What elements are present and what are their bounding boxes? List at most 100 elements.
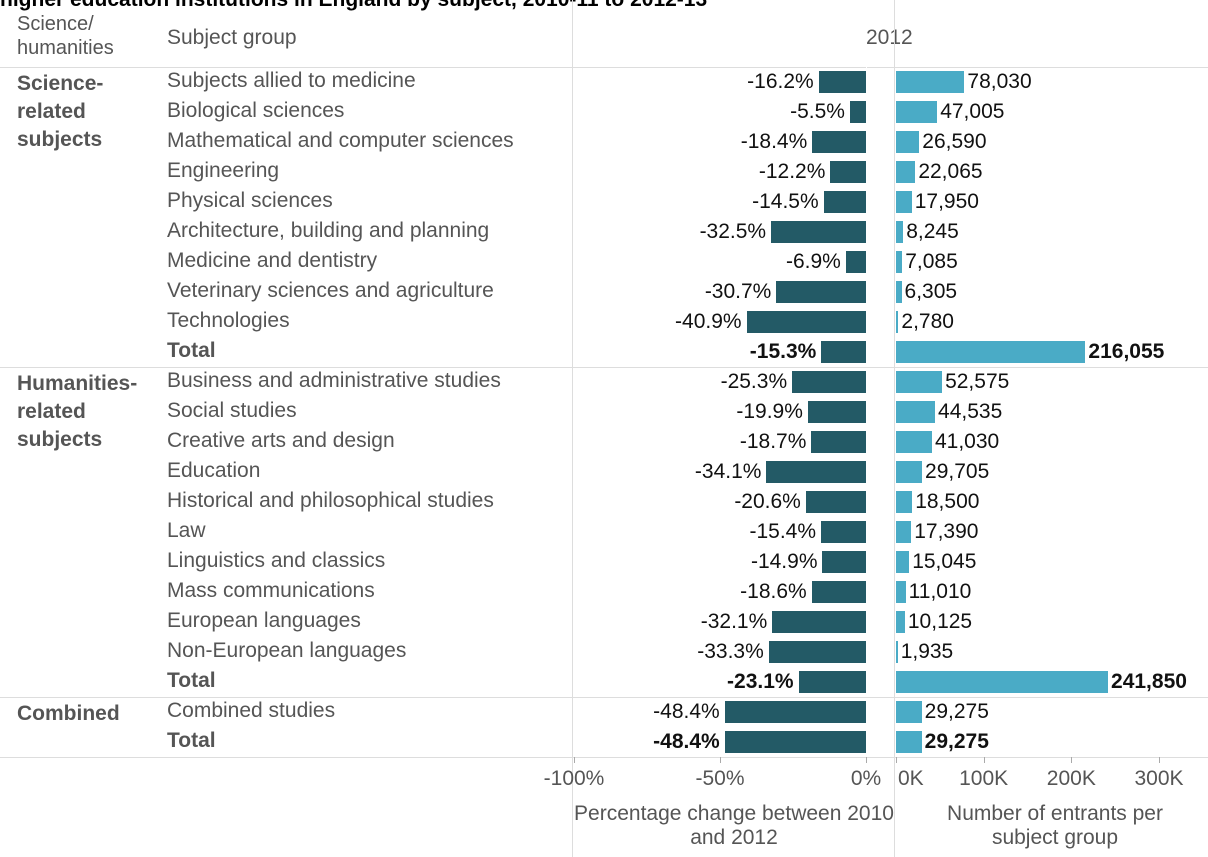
entrants-value-label: 52,575 [945, 370, 1010, 393]
entrants-value-label: 10,125 [907, 610, 973, 633]
change-value-label: -40.9% [675, 310, 742, 333]
entrants-value-label: 11,010 [908, 580, 972, 603]
x-tick-label: -50% [695, 767, 745, 790]
subject-label: Mass communications [167, 579, 375, 602]
change-bar [822, 551, 866, 573]
subject-label: Architecture, building and planning [167, 219, 490, 242]
change-axis-title: Percentage change between 2010 and 2012 [574, 802, 894, 849]
entrants-bar [896, 161, 916, 183]
entrants-value-label: 22,065 [918, 160, 983, 183]
entrants-bar [896, 731, 922, 753]
entrants-value-label: 29,275 [924, 730, 989, 753]
header-year: 2012 [866, 26, 913, 49]
entrants-bar [896, 221, 904, 243]
change-bar [772, 611, 866, 633]
v-divider [572, 0, 573, 857]
entrants-bar [896, 431, 932, 453]
entrants-bar [896, 101, 938, 123]
entrants-value-label: 17,390 [914, 520, 979, 543]
entrants-bar [896, 701, 922, 723]
entrants-bar [896, 641, 898, 663]
header-group: Science/ humanities [17, 13, 114, 59]
entrants-bar [896, 491, 913, 513]
change-value-label: -32.1% [700, 610, 768, 633]
change-bar [771, 221, 866, 243]
entrants-value-label: 6,305 [904, 280, 958, 303]
h-divider [0, 757, 1208, 758]
change-value-label: -30.7% [704, 280, 772, 303]
change-value-label: -25.3% [720, 370, 788, 393]
change-bar [818, 71, 866, 93]
h-divider [0, 697, 1208, 698]
entrants-bar [896, 521, 912, 543]
entrants-bar [896, 131, 920, 153]
change-bar [830, 161, 866, 183]
header-subject: Subject group [167, 26, 297, 49]
change-value-label: -23.1% [727, 670, 794, 693]
x-tick-label: 300K [1134, 767, 1184, 790]
change-value-label: -14.9% [750, 550, 818, 573]
entrants-value-label: 2,780 [901, 310, 954, 333]
entrants-value-label: 44,535 [938, 400, 1003, 423]
entrants-bar [896, 71, 965, 93]
entrants-value-label: 1,935 [900, 640, 954, 663]
entrants-value-label: 216,055 [1088, 340, 1165, 363]
change-value-label: -34.1% [694, 460, 762, 483]
subject-label: European languages [167, 609, 361, 632]
subject-label: Combined studies [167, 699, 336, 722]
x-tick-label: 0% [850, 767, 882, 790]
entrants-value-label: 29,275 [924, 700, 989, 723]
tick-mark [1071, 757, 1073, 763]
subject-label: Historical and philosophical studies [167, 489, 494, 512]
change-bar [811, 431, 866, 453]
entrants-value-label: 41,030 [934, 430, 1000, 453]
x-tick-label: 100K [959, 767, 1009, 790]
change-value-label: -6.9% [786, 250, 841, 273]
change-value-label: -20.6% [734, 490, 801, 513]
change-value-label: -48.4% [653, 730, 720, 753]
change-bar [792, 371, 866, 393]
tick-mark [574, 757, 575, 763]
x-tick-label: -100% [543, 767, 605, 790]
change-value-label: -48.4% [653, 700, 720, 723]
subject-label: Veterinary sciences and agriculture [167, 279, 494, 302]
subject-label: Linguistics and classics [167, 549, 386, 572]
entrants-value-label: 241,850 [1111, 670, 1187, 693]
group-label: Science-related subjects [17, 72, 104, 151]
zero-line [866, 67, 867, 757]
entrants-bar [896, 401, 936, 423]
change-value-label: -19.9% [736, 400, 803, 423]
change-value-label: -18.4% [740, 130, 808, 153]
entrants-value-label: 15,045 [912, 550, 977, 573]
subject-label: Total [167, 669, 216, 692]
group-label: Combined [17, 702, 120, 725]
change-value-label: -16.2% [747, 70, 814, 93]
tick-mark [1159, 757, 1160, 763]
entrants-bar [896, 341, 1086, 363]
entrants-bar [896, 311, 899, 333]
change-value-label: -15.3% [749, 340, 817, 363]
x-tick-label: 0K [898, 767, 924, 790]
subject-label: Engineering [167, 159, 280, 182]
change-value-label: -32.5% [699, 220, 767, 243]
v-divider [894, 0, 895, 857]
change-bar [724, 701, 866, 723]
subject-label: Technologies [167, 309, 290, 332]
subject-label: Biological sciences [167, 99, 345, 122]
change-bar [821, 521, 866, 543]
change-value-label: -18.7% [739, 430, 807, 453]
subject-label: Non-European languages [167, 639, 407, 662]
change-bar [849, 101, 866, 123]
subject-label: Physical sciences [167, 189, 333, 212]
entrants-axis-title: Number of entrants per subject group [947, 802, 1163, 849]
change-bar [798, 671, 866, 693]
tick-mark [720, 757, 721, 763]
change-bar [807, 401, 866, 423]
entrants-bar [896, 671, 1109, 693]
change-bar [805, 491, 866, 513]
change-value-label: -18.6% [740, 580, 807, 603]
h-divider [0, 367, 1208, 368]
entrants-bar [896, 251, 903, 273]
subject-label: Subjects allied to medicine [167, 69, 416, 92]
